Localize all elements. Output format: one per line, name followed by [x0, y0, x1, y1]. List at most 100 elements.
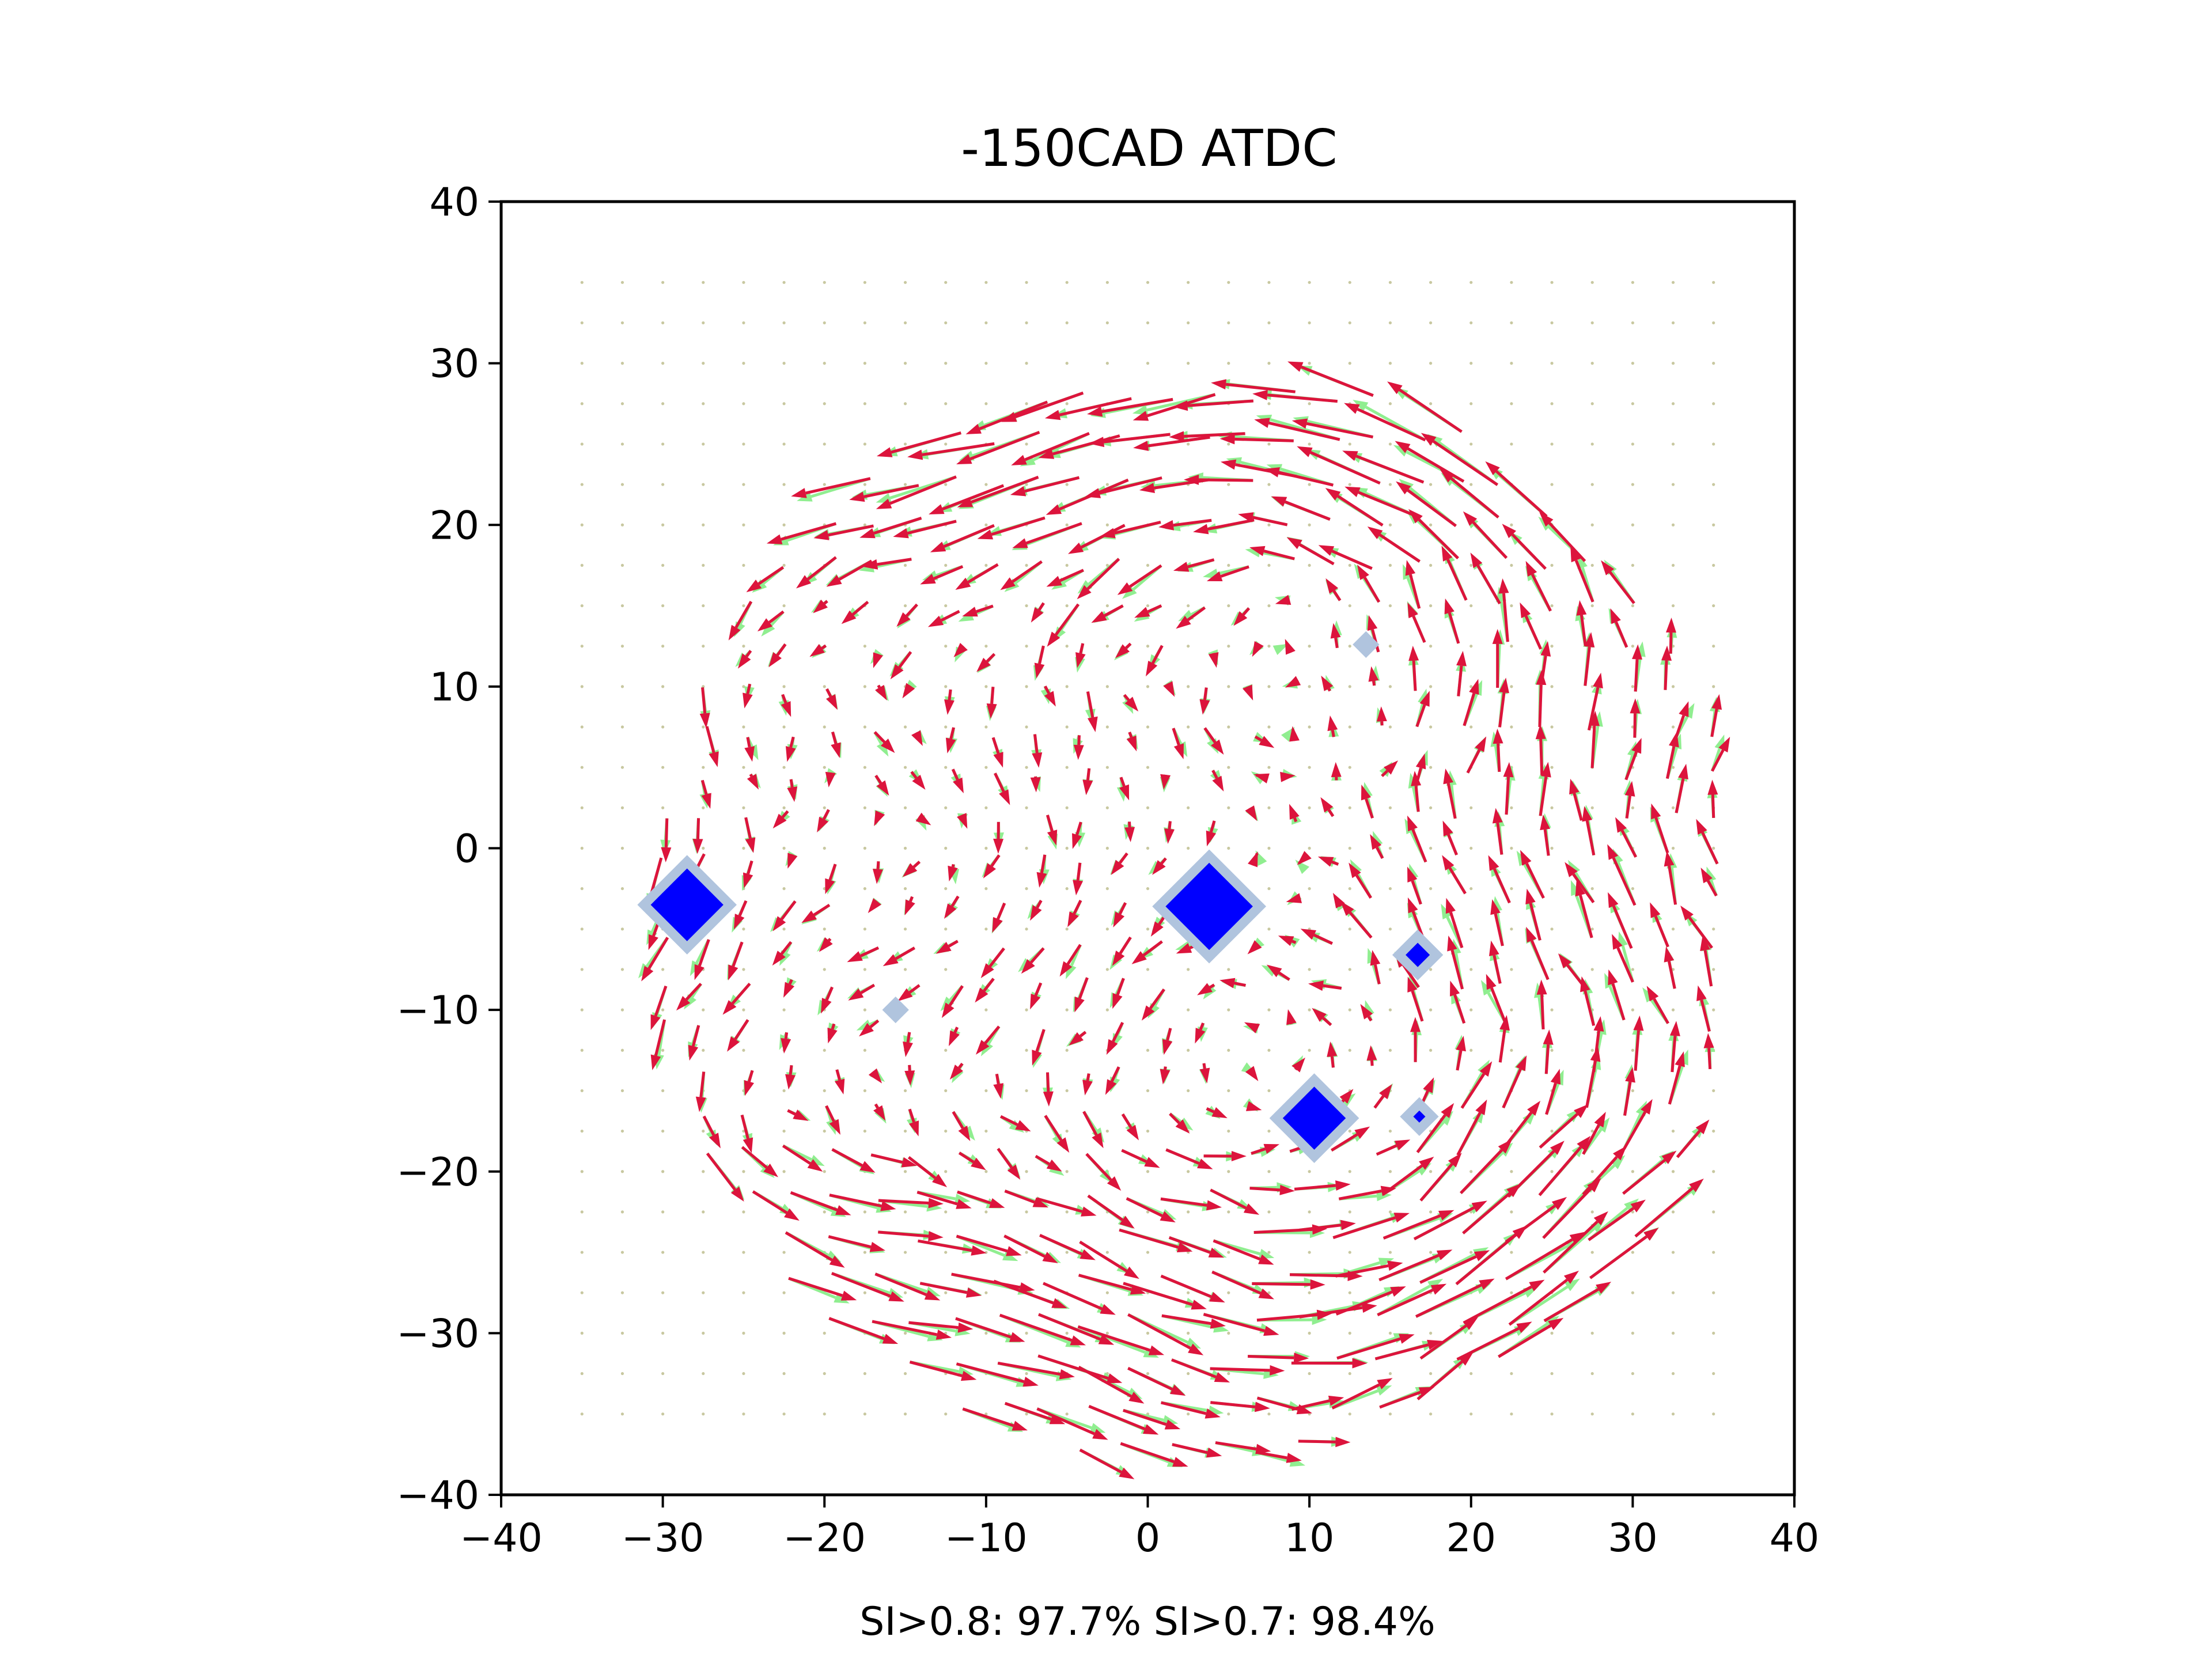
vector-arrow-red: [1443, 768, 1457, 819]
vector-arrow-red: [1419, 1250, 1490, 1284]
x-tick-label: 20: [1446, 1516, 1496, 1561]
vector-arrow-red: [772, 900, 797, 931]
grid-dot: [620, 1412, 624, 1416]
grid-dot: [1065, 604, 1069, 608]
x-axis: −40 −30 −20 −10 0 10 20 30 40: [460, 1495, 1819, 1561]
grid-dot: [823, 483, 826, 486]
grid-dot: [782, 1291, 786, 1294]
grid-dot: [1510, 1251, 1513, 1254]
grid-dot: [742, 846, 745, 850]
grid-dot: [1025, 927, 1028, 931]
vector-arrow-red: [1650, 902, 1669, 948]
vector-arrow-red: [1285, 676, 1301, 688]
vector-arrow-red: [948, 863, 958, 882]
grid-dot: [1469, 402, 1473, 406]
grid-dot: [944, 927, 948, 931]
y-tick-label: 20: [429, 503, 479, 548]
grid-dot: [580, 1331, 584, 1335]
grid-dot: [1510, 725, 1513, 729]
vector-arrow-red: [1141, 988, 1165, 1021]
grid-dot: [1348, 1331, 1351, 1335]
grid-dot: [1025, 483, 1028, 486]
grid-dot: [1187, 281, 1190, 284]
grid-dot: [1065, 402, 1069, 406]
vector-arrow-red: [1233, 607, 1251, 626]
grid-dot: [1712, 563, 1715, 567]
vector-arrow-red: [1582, 1112, 1606, 1155]
vector-arrow-red: [1543, 1282, 1612, 1323]
grid-dot: [1388, 1008, 1392, 1012]
grid-dot: [1590, 1331, 1594, 1335]
grid-dot: [1590, 362, 1594, 365]
vector-arrow-red: [1286, 537, 1335, 566]
grid-dot: [1227, 442, 1230, 446]
grid-dot: [1267, 1129, 1271, 1133]
grid-dot: [1469, 442, 1473, 446]
grid-dot: [580, 1008, 584, 1012]
grid-dot: [944, 1412, 948, 1416]
grid-dot: [1348, 1170, 1351, 1173]
grid-dot: [1267, 1412, 1271, 1416]
grid-dot: [1146, 1210, 1150, 1214]
marker-diamond: [1406, 942, 1430, 967]
vector-arrow-red: [825, 863, 837, 895]
grid-dot: [984, 321, 988, 325]
grid-dot: [863, 645, 867, 648]
vector-arrow-red: [1502, 1100, 1541, 1149]
vector-arrow-red: [1297, 446, 1381, 485]
grid-dot: [1267, 362, 1271, 365]
grid-dot: [1187, 362, 1190, 365]
grid-dot: [903, 725, 907, 729]
grid-dot: [1631, 362, 1634, 365]
grid-dot: [1712, 362, 1715, 365]
vector-arrow-red: [1001, 391, 1084, 422]
vector-arrow-red: [951, 768, 964, 794]
vector-arrow-red: [1498, 677, 1509, 728]
grid-dot: [984, 846, 988, 850]
grid-dot: [620, 442, 624, 446]
vector-arrow-red: [1539, 512, 1586, 562]
grid-dot: [1308, 1372, 1311, 1376]
grid-dot: [1590, 604, 1594, 608]
grid-dot: [1308, 1331, 1311, 1335]
vector-arrow-red: [1011, 431, 1090, 465]
grid-dot: [580, 563, 584, 567]
grid-dot: [1065, 645, 1069, 648]
vector-arrow-red: [1169, 1112, 1190, 1134]
vector-arrow-red: [986, 687, 997, 719]
vector-arrow-red: [1525, 560, 1552, 612]
grid-dot: [903, 321, 907, 325]
grid-dot: [984, 1210, 988, 1214]
grid-dot: [1388, 1412, 1392, 1416]
grid-dot: [782, 1412, 786, 1416]
grid-dot: [903, 806, 907, 809]
grid-dot: [702, 766, 705, 769]
grid-dot: [702, 442, 705, 446]
grid-dot: [580, 846, 584, 850]
grid-dot: [1308, 968, 1311, 971]
vector-arrow-red: [1289, 804, 1300, 823]
vector-arrow-red: [952, 1111, 971, 1142]
grid-dot: [1267, 887, 1271, 891]
vector-arrow-red: [743, 860, 753, 889]
grid-dot: [1510, 563, 1513, 567]
grid-dot: [1187, 1331, 1190, 1335]
grid-dot: [863, 1210, 867, 1214]
grid-dot: [1227, 645, 1230, 648]
vector-arrow-red: [1203, 1150, 1247, 1161]
vector-arrow-red: [676, 983, 702, 1011]
grid-dot: [863, 846, 867, 850]
vector-arrow-red: [813, 599, 828, 613]
vector-arrow-red: [1030, 900, 1043, 921]
vector-arrow-red: [874, 775, 889, 796]
grid-dot: [863, 402, 867, 406]
grid-dot: [620, 1048, 624, 1052]
vector-arrow-red: [955, 1317, 1025, 1342]
grid-dot: [944, 1291, 948, 1294]
vector-arrow-red: [1126, 1197, 1176, 1223]
vector-arrow-red: [1582, 1146, 1627, 1196]
vector-arrow-red: [1172, 399, 1254, 411]
vector-arrow-red: [904, 1065, 915, 1086]
vector-arrow-red: [957, 813, 968, 829]
vector-arrow-red: [1669, 1021, 1680, 1073]
